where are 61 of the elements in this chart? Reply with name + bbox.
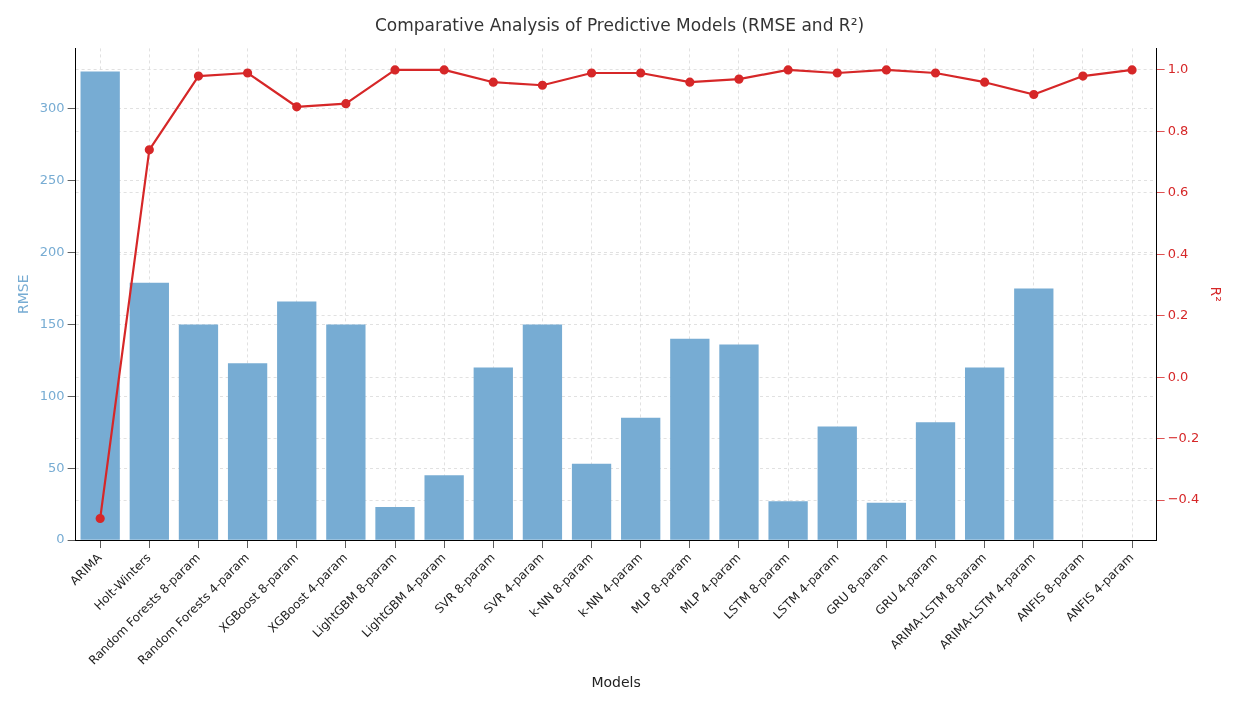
bar <box>817 426 857 540</box>
bar <box>965 367 1005 540</box>
point <box>1127 65 1137 75</box>
point <box>341 99 351 109</box>
point <box>242 68 253 78</box>
point <box>144 145 154 155</box>
bar <box>178 324 219 540</box>
bar <box>670 338 710 540</box>
bar <box>326 324 366 540</box>
point <box>292 102 302 112</box>
y-tick-label: 0 <box>56 531 65 547</box>
y2-tick-label: −0.2 <box>1167 430 1200 446</box>
y2-tick-label: 0.2 <box>1167 307 1189 323</box>
bar <box>129 282 169 540</box>
point <box>636 68 646 78</box>
point <box>832 68 842 78</box>
point <box>1078 71 1088 81</box>
point <box>881 65 891 75</box>
point <box>95 513 105 524</box>
bar <box>80 71 120 540</box>
y2-tick-label: 0.0 <box>1167 368 1189 384</box>
bar <box>915 422 956 540</box>
y-tick-label: 250 <box>39 172 65 188</box>
point <box>390 65 400 75</box>
point <box>685 77 695 87</box>
point <box>439 65 449 75</box>
x-axis-title: Models <box>591 674 641 691</box>
bar <box>866 502 907 540</box>
point <box>1029 89 1039 100</box>
bar <box>621 417 661 540</box>
y-axis-title: RMSE <box>15 274 32 314</box>
y2-tick-label: 0.8 <box>1167 122 1189 138</box>
point <box>586 68 597 78</box>
y-tick-label: 200 <box>39 243 65 259</box>
y2-tick-label: 1.0 <box>1167 61 1189 77</box>
point <box>980 77 990 87</box>
bar <box>719 344 759 540</box>
y-tick-label: 300 <box>39 100 65 116</box>
y2-tick-label: −0.4 <box>1167 491 1200 507</box>
y-tick-label: 150 <box>39 315 65 331</box>
y2-axis-title: R² <box>1207 286 1224 302</box>
point <box>193 71 204 81</box>
point <box>930 68 941 78</box>
point <box>783 65 793 75</box>
y-tick-label: 50 <box>48 459 65 475</box>
point <box>734 74 744 84</box>
bar <box>227 363 268 540</box>
chart-title: Comparative Analysis of Predictive Models (RMSE and R²) <box>374 14 865 35</box>
y2-tick-label: 0.6 <box>1167 184 1189 200</box>
bar <box>277 301 317 540</box>
bar <box>522 324 563 540</box>
bar <box>473 367 513 540</box>
y-tick-label: 100 <box>39 387 65 403</box>
bar <box>1014 288 1054 540</box>
point <box>537 80 548 90</box>
y2-tick-label: 0.4 <box>1167 245 1189 261</box>
bar <box>375 506 415 540</box>
bar <box>424 475 464 540</box>
point <box>488 77 498 87</box>
bar <box>571 463 612 540</box>
bar <box>768 501 808 540</box>
